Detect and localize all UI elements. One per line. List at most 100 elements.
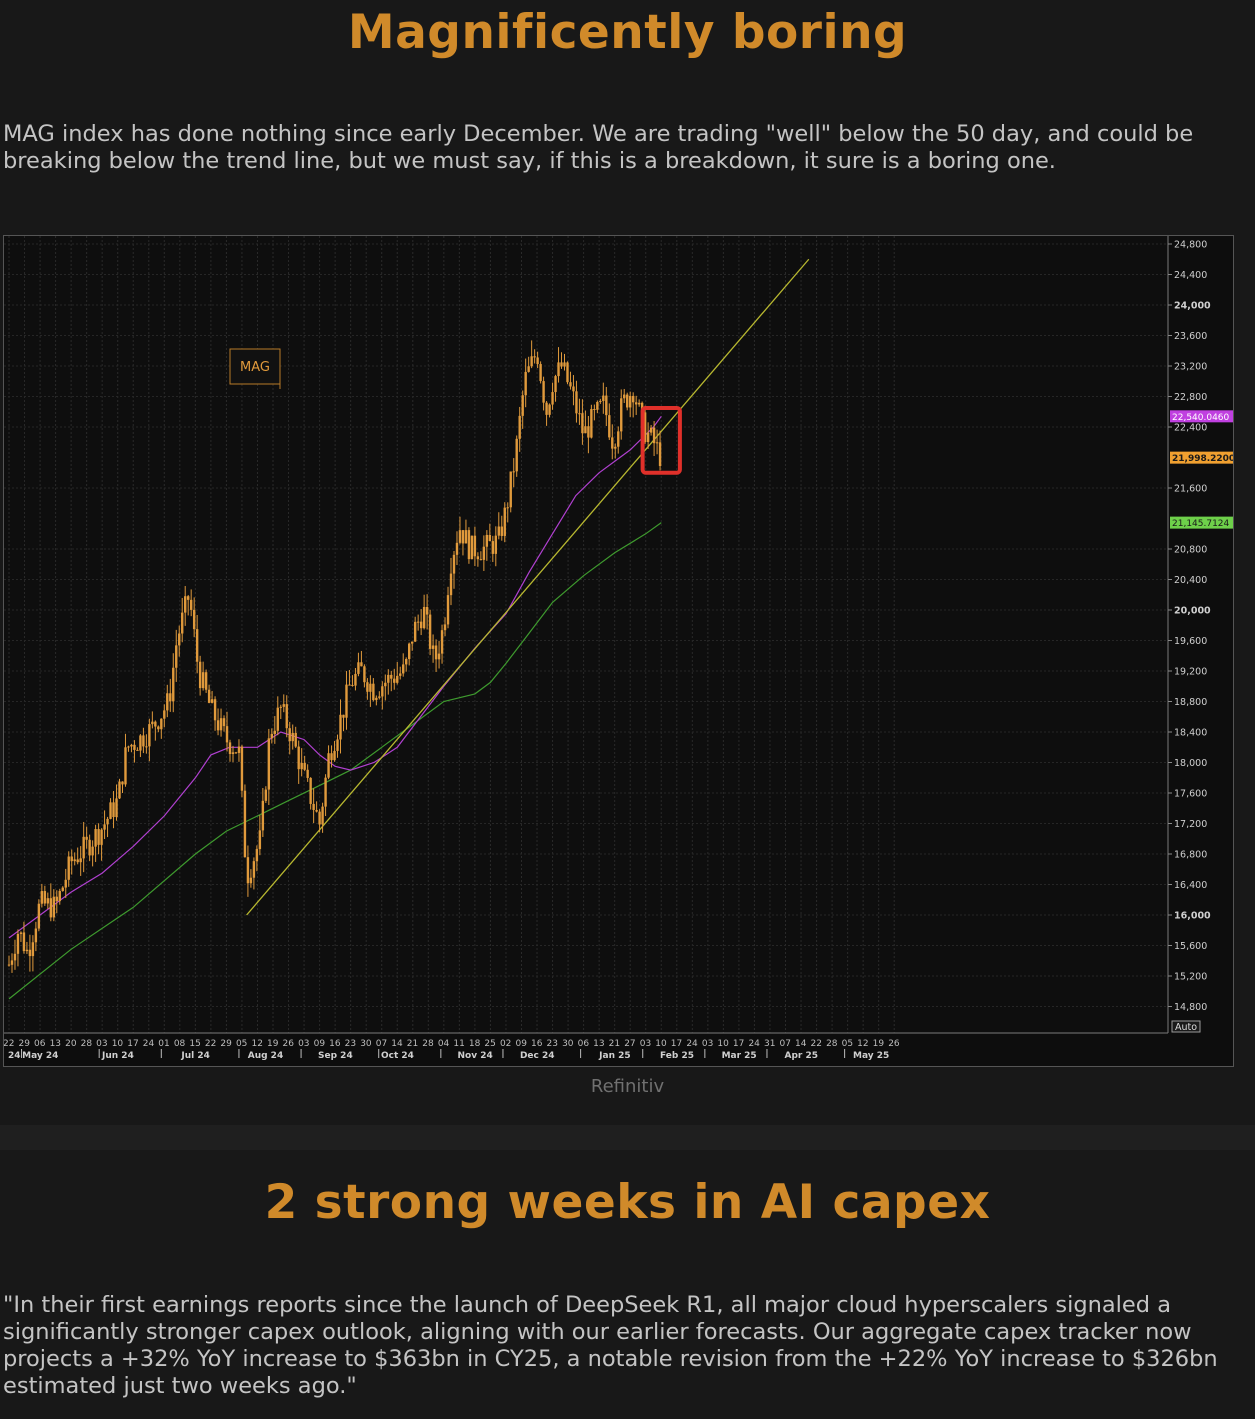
x-day-label: 07: [376, 1039, 387, 1049]
candle-body: [306, 769, 309, 778]
candle-body: [470, 535, 474, 560]
x-day-label: 23: [345, 1039, 356, 1049]
candle-body: [79, 858, 82, 863]
candle-body: [246, 857, 250, 884]
candle-body: [67, 856, 70, 880]
candle-body: [455, 542, 459, 555]
x-day-label: 16: [531, 1039, 543, 1049]
candle-body: [76, 859, 79, 863]
auto-scale-button-label: Auto: [1175, 1022, 1197, 1033]
candle-body: [348, 684, 351, 686]
x-day-label: 04: [438, 1039, 450, 1049]
candle-body: [413, 621, 417, 642]
candle-body: [261, 800, 265, 831]
candle-body: [566, 362, 569, 383]
y-tick-label: 24,000: [1174, 301, 1211, 312]
x-day-label: 03: [640, 1039, 651, 1049]
legend-box: [229, 348, 281, 385]
x-day-label: 21: [609, 1039, 620, 1049]
x-day-label: 24: [686, 1039, 698, 1049]
last-value-tag-price: [1170, 451, 1233, 464]
candle-body: [539, 364, 542, 382]
x-month-label: Dec 24: [520, 1051, 555, 1061]
x-day-label: 31: [764, 1039, 775, 1049]
candle-body: [410, 641, 414, 644]
x-axis-day-labels: 22 29 06 13 20 28 03 10 17 24 01 08 15 22 29 05 12 19 26 03…: [4, 1039, 900, 1049]
candle-body: [333, 750, 336, 761]
x-day-label: 03: [298, 1039, 309, 1049]
candle-body: [623, 394, 626, 399]
candle-body: [321, 806, 324, 825]
candle-body: [285, 704, 288, 729]
x-day-label: 29: [220, 1039, 232, 1049]
candle-body: [393, 678, 396, 683]
x-day-label: 16: [329, 1039, 341, 1049]
candle-body: [115, 798, 118, 818]
chart-svg: 24,800 24,400 24,000 23,600 23,200 22,800 22,4…: [4, 236, 1233, 1061]
candle-body: [315, 809, 318, 812]
candle-body: [46, 898, 50, 904]
y-tick-label: 22,400: [1174, 423, 1207, 434]
candle-body: [181, 612, 184, 634]
candle-body: [557, 362, 560, 377]
section-paragraph-mag-index: MAG index has done nothing since early D…: [3, 121, 1194, 174]
candle-body: [524, 371, 527, 396]
x-day-label: 17: [733, 1039, 744, 1049]
candle-body: [82, 836, 85, 859]
candle-body: [34, 928, 38, 943]
candle-body: [324, 777, 327, 807]
x-day-label: 14: [795, 1039, 807, 1049]
candle-body: [605, 395, 608, 416]
candle-body: [372, 683, 375, 701]
candle-body: [518, 415, 521, 439]
candle-body: [602, 395, 605, 401]
candle-body: [626, 394, 629, 408]
x-day-label: 13: [593, 1039, 604, 1049]
candle-body: [509, 471, 512, 508]
candle-body: [584, 426, 587, 434]
candle-body: [178, 633, 181, 646]
x-day-label: 22: [205, 1039, 216, 1049]
x-day-label: 10: [655, 1039, 667, 1049]
candle-body: [28, 949, 32, 957]
candle-body: [587, 426, 590, 438]
candle-body: [399, 673, 402, 676]
candle-body: [473, 535, 477, 557]
candle-body: [252, 861, 256, 878]
candle-body: [357, 662, 360, 674]
candle-body: [363, 666, 366, 683]
x-month-label: Apr 25: [785, 1051, 819, 1061]
x-day-label: 28: [81, 1039, 93, 1049]
candle-body: [288, 728, 291, 742]
candle-body: [294, 732, 297, 747]
candle-body: [258, 830, 262, 850]
candle-body: [243, 790, 247, 858]
x-day-label: 02: [500, 1039, 511, 1049]
y-tick-label: 16,800: [1174, 850, 1207, 861]
candle-body: [590, 409, 593, 438]
candle-body: [563, 362, 566, 367]
x-day-label: 14: [391, 1039, 403, 1049]
candle-body: [440, 630, 444, 654]
y-tick-label: 23,600: [1174, 331, 1207, 342]
candle-body: [512, 471, 515, 473]
candle-body: [175, 645, 178, 668]
candle-body: [554, 376, 557, 393]
candle-body: [85, 836, 88, 840]
x-day-label: 30: [360, 1039, 372, 1049]
x-day-label: 19: [873, 1039, 885, 1049]
candle-body: [237, 746, 241, 753]
candle-body: [163, 710, 166, 719]
x-day-label: 13: [50, 1039, 61, 1049]
x-month-label: Jan 25: [598, 1051, 631, 1061]
candle-body: [276, 707, 279, 731]
candle-body: [458, 530, 462, 543]
candle-body: [16, 933, 20, 954]
candle-body: [652, 427, 656, 444]
candle-body: [572, 386, 575, 392]
highlight-box: [640, 405, 682, 475]
candle-body: [103, 824, 106, 830]
candle-body: [646, 432, 650, 443]
candle-body: [446, 595, 450, 625]
candle-body: [396, 675, 399, 683]
